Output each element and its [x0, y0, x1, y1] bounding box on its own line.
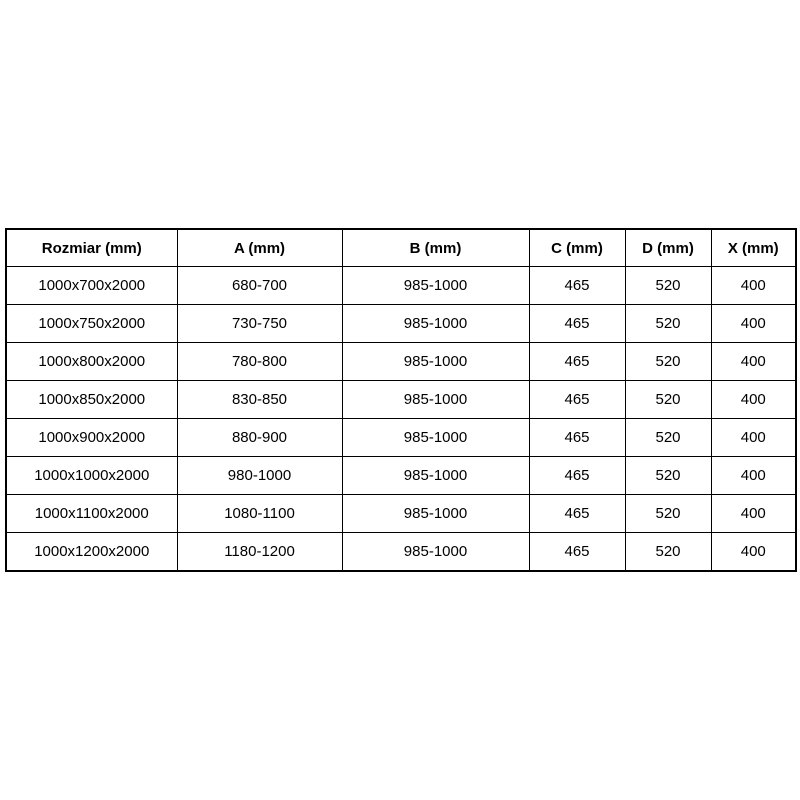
cell-d: 520 [624, 342, 712, 381]
cell-x: 400 [710, 380, 797, 419]
size-spec-table: Rozmiar (mm) A (mm) B (mm) C (mm) D (mm)… [5, 228, 797, 572]
cell-x: 400 [710, 266, 797, 305]
cell-a: 1180-1200 [176, 532, 343, 572]
cell-size: 1000x1100x2000 [5, 494, 178, 533]
cell-x: 400 [710, 342, 797, 381]
cell-c: 465 [528, 380, 626, 419]
table-row: 1000x800x2000 780-800 985-1000 465 520 4… [5, 342, 797, 381]
cell-x: 400 [710, 494, 797, 533]
cell-b: 985-1000 [341, 532, 530, 572]
cell-b: 985-1000 [341, 380, 530, 419]
size-spec-table-header: Rozmiar (mm) A (mm) B (mm) C (mm) D (mm)… [5, 228, 797, 267]
cell-c: 465 [528, 304, 626, 343]
cell-d: 520 [624, 418, 712, 457]
cell-x: 400 [710, 418, 797, 457]
cell-size: 1000x750x2000 [5, 304, 178, 343]
cell-b: 985-1000 [341, 304, 530, 343]
cell-d: 520 [624, 532, 712, 572]
header-cell-a: A (mm) [176, 228, 343, 267]
cell-d: 520 [624, 266, 712, 305]
cell-c: 465 [528, 266, 626, 305]
cell-a: 830-850 [176, 380, 343, 419]
cell-d: 520 [624, 380, 712, 419]
cell-a: 780-800 [176, 342, 343, 381]
cell-a: 730-750 [176, 304, 343, 343]
table-row: 1000x750x2000 730-750 985-1000 465 520 4… [5, 304, 797, 343]
cell-c: 465 [528, 494, 626, 533]
cell-size: 1000x700x2000 [5, 266, 178, 305]
cell-c: 465 [528, 418, 626, 457]
header-cell-c: C (mm) [528, 228, 626, 267]
cell-size: 1000x1000x2000 [5, 456, 178, 495]
cell-a: 680-700 [176, 266, 343, 305]
cell-c: 465 [528, 532, 626, 572]
cell-x: 400 [710, 456, 797, 495]
cell-x: 400 [710, 304, 797, 343]
cell-a: 1080-1100 [176, 494, 343, 533]
table-row: 1000x850x2000 830-850 985-1000 465 520 4… [5, 380, 797, 419]
table-row: 1000x1200x2000 1180-1200 985-1000 465 52… [5, 532, 797, 572]
cell-d: 520 [624, 304, 712, 343]
header-cell-d: D (mm) [624, 228, 712, 267]
cell-x: 400 [710, 532, 797, 572]
header-cell-x: X (mm) [710, 228, 797, 267]
cell-c: 465 [528, 456, 626, 495]
cell-size: 1000x850x2000 [5, 380, 178, 419]
header-cell-rozmiar: Rozmiar (mm) [5, 228, 178, 267]
table-row: 1000x700x2000 680-700 985-1000 465 520 4… [5, 266, 797, 305]
cell-d: 520 [624, 494, 712, 533]
cell-a: 880-900 [176, 418, 343, 457]
cell-b: 985-1000 [341, 418, 530, 457]
cell-size: 1000x800x2000 [5, 342, 178, 381]
cell-size: 1000x1200x2000 [5, 532, 178, 572]
cell-c: 465 [528, 342, 626, 381]
cell-b: 985-1000 [341, 494, 530, 533]
table-row: 1000x1000x2000 980-1000 985-1000 465 520… [5, 456, 797, 495]
cell-b: 985-1000 [341, 342, 530, 381]
table-row: 1000x900x2000 880-900 985-1000 465 520 4… [5, 418, 797, 457]
cell-b: 985-1000 [341, 266, 530, 305]
cell-b: 985-1000 [341, 456, 530, 495]
cell-size: 1000x900x2000 [5, 418, 178, 457]
header-row: Rozmiar (mm) A (mm) B (mm) C (mm) D (mm)… [5, 228, 797, 267]
table-row: 1000x1100x2000 1080-1100 985-1000 465 52… [5, 494, 797, 533]
cell-d: 520 [624, 456, 712, 495]
header-cell-b: B (mm) [341, 228, 530, 267]
cell-a: 980-1000 [176, 456, 343, 495]
size-spec-table-body: 1000x700x2000 680-700 985-1000 465 520 4… [5, 266, 797, 572]
